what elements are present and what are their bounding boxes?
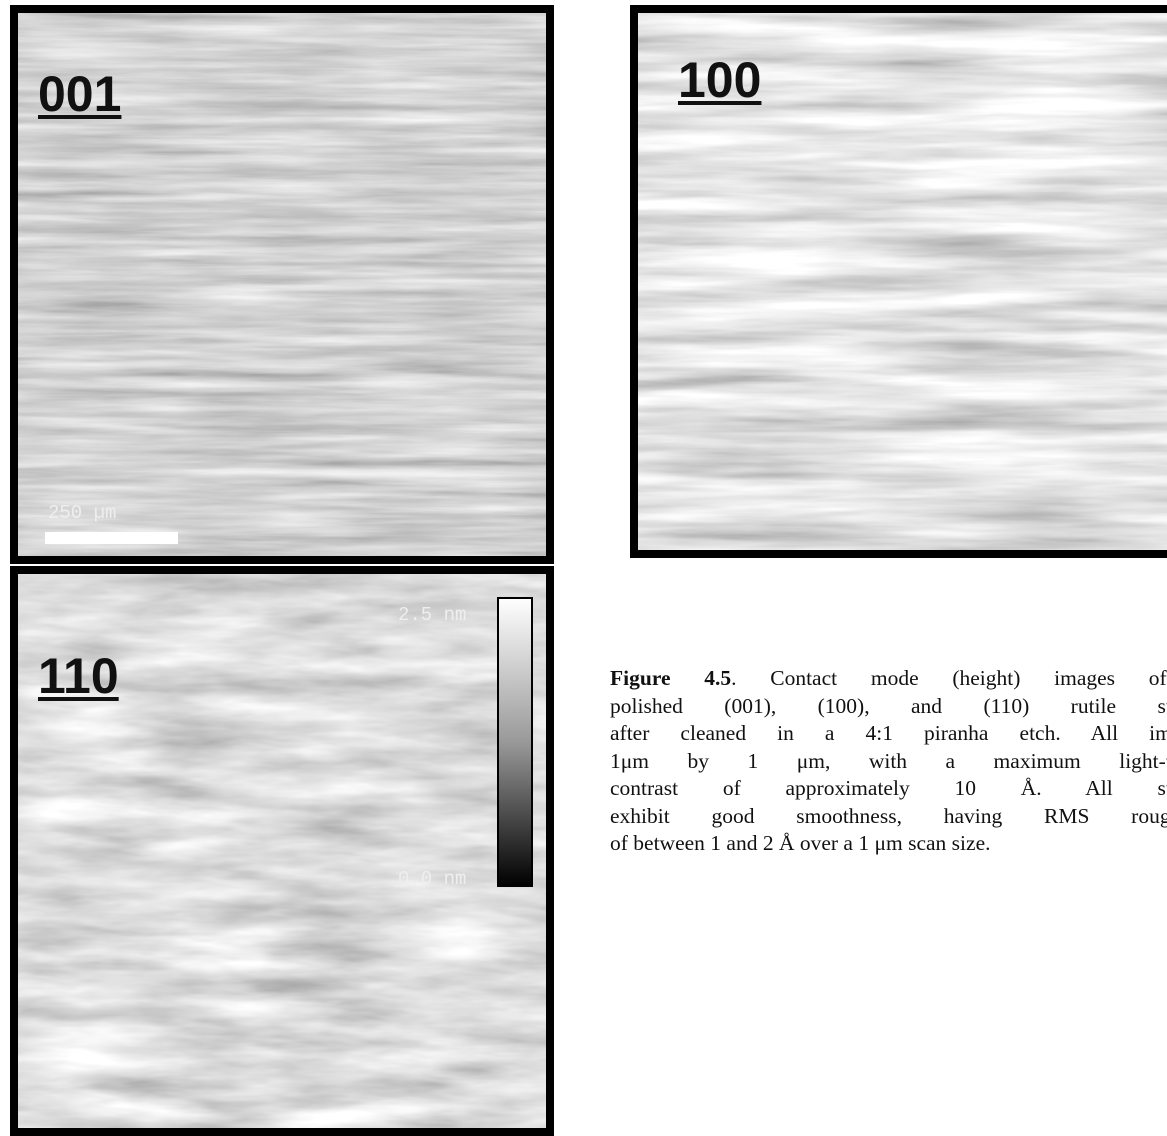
caption-line: after cleaned in a 4:1 piranha etch. All…: [610, 720, 1167, 748]
caption-text: . Contact mode (height) images of e: [731, 666, 1167, 690]
panel-label: 100: [678, 51, 761, 109]
caption-line: Figure 4.5. Contact mode (height) images…: [610, 665, 1167, 693]
caption: Figure 4.5. Contact mode (height) images…: [610, 665, 1167, 858]
afm-image-110: 110 2.5 nm 0.0 nm: [10, 566, 554, 1136]
panel-label: 110: [38, 647, 119, 705]
caption-label: Figure 4.5: [610, 666, 731, 690]
caption-line: 1μm by 1 μm, with a maximum light-to-da: [610, 748, 1167, 776]
scale-bar-label: 250 µm: [48, 502, 116, 524]
page: 001 250 µm 100 110 2.5 nm 0.0 nm Figure …: [0, 0, 1167, 1120]
caption-line: contrast of approximately 10 Å. All surf…: [610, 775, 1167, 803]
colorbar-max: 2.5 nm: [398, 604, 466, 626]
caption-line: exhibit good smoothness, having RMS roug…: [610, 803, 1167, 831]
afm-image-100: 100: [630, 5, 1167, 558]
colorbar: [497, 597, 533, 887]
panel-label: 001: [38, 65, 121, 123]
scale-bar: [45, 532, 178, 544]
caption-line: of between 1 and 2 Å over a 1 μm scan si…: [610, 830, 1167, 858]
caption-line: polished (001), (100), and (110) rutile …: [610, 693, 1167, 721]
afm-image-001: 001 250 µm: [10, 5, 554, 564]
colorbar-min: 0.0 nm: [398, 868, 466, 890]
